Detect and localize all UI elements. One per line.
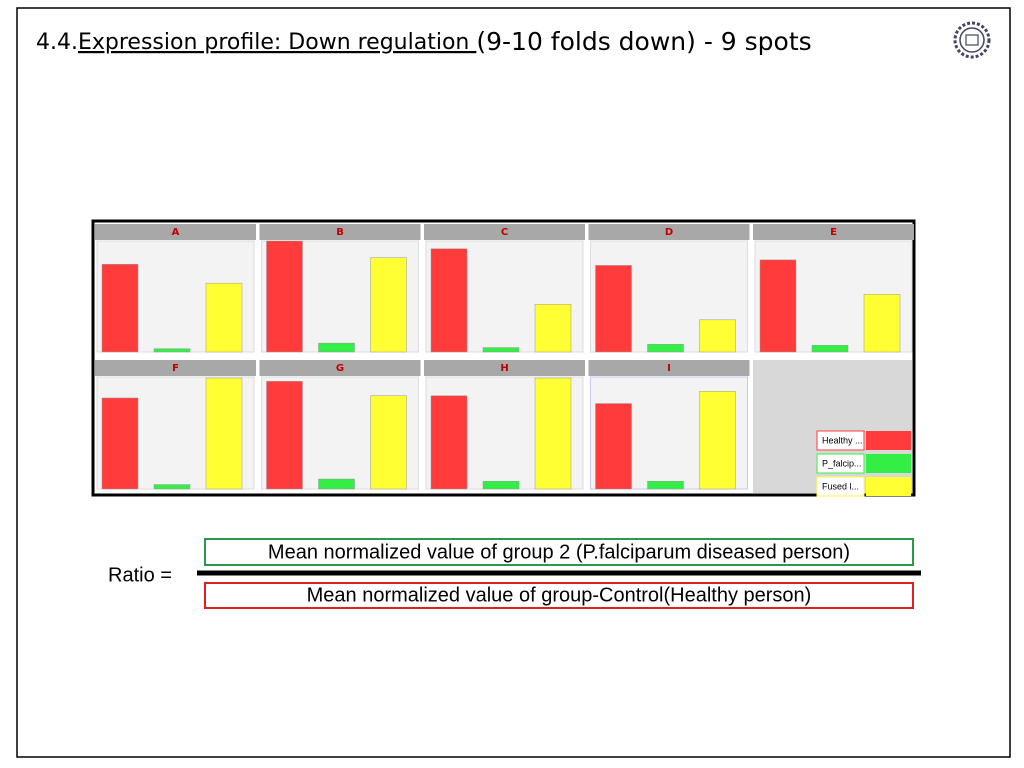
bar: [759, 259, 797, 353]
panel-header: [424, 360, 585, 376]
slide-title: 4.4.Expression profile: Down regulation …: [36, 27, 812, 56]
panel-title: A: [172, 227, 180, 238]
panel-title: B: [336, 227, 344, 238]
bar: [205, 282, 243, 353]
bar: [811, 345, 849, 353]
panel-header: [95, 224, 256, 240]
numerator-box: [204, 538, 914, 566]
legend-label: Healthy ...: [822, 435, 863, 445]
logo: [953, 21, 991, 59]
bar: [430, 395, 468, 490]
title-underlined: Expression profile: Down regulation: [78, 30, 476, 55]
legend-label-box: [816, 430, 865, 451]
legend-swatch: [866, 454, 911, 473]
panel-title: C: [501, 227, 508, 238]
panel-title: E: [830, 227, 837, 238]
bar: [153, 484, 191, 490]
bar: [482, 480, 520, 490]
bar: [101, 397, 139, 490]
ratio-label: Ratio =: [108, 564, 172, 586]
legend-label-box: [816, 476, 865, 497]
legend-label: Fused l...: [822, 481, 859, 491]
panel-title: F: [172, 363, 179, 374]
bar: [205, 377, 243, 490]
bar: [153, 348, 191, 353]
bar: [266, 240, 303, 353]
panel-title: D: [665, 227, 673, 238]
panel-header: [259, 360, 421, 376]
legend-label-box: [816, 453, 865, 474]
denominator: Mean normalized value of group-Control(H…: [307, 584, 812, 606]
bar: [699, 319, 736, 353]
bar: [430, 248, 468, 353]
panel-header: [424, 224, 585, 240]
bar: [647, 480, 684, 490]
panel-header: [753, 224, 914, 240]
panel-header: [588, 224, 750, 240]
bar: [482, 347, 520, 353]
bar: [370, 257, 407, 353]
panel-title: H: [500, 363, 508, 374]
bar: [318, 342, 355, 353]
bar: [534, 377, 572, 490]
panel-header: [588, 360, 750, 376]
bar: [370, 395, 407, 490]
legend-label: P_falcip...: [822, 458, 862, 468]
title-suffix: (9-10 folds down) - 9 spots: [476, 27, 811, 56]
legend-swatch: [866, 477, 911, 496]
bar: [318, 478, 355, 490]
bar: [863, 294, 901, 353]
bar: [647, 343, 684, 353]
numerator: Mean normalized value of group 2 (P.falc…: [268, 541, 850, 563]
bar: [595, 403, 632, 490]
bar: [699, 391, 736, 490]
legend-swatch: [866, 431, 911, 450]
panel-title: G: [336, 363, 344, 374]
bar: [534, 304, 572, 353]
denominator-box: [204, 582, 914, 609]
bar: [266, 381, 303, 490]
title-prefix: 4.4.: [36, 30, 78, 55]
panel-header: [259, 224, 421, 240]
panel-title: I: [667, 363, 671, 374]
bar: [595, 265, 632, 353]
panel-header: [95, 360, 256, 376]
bar: [101, 264, 139, 353]
